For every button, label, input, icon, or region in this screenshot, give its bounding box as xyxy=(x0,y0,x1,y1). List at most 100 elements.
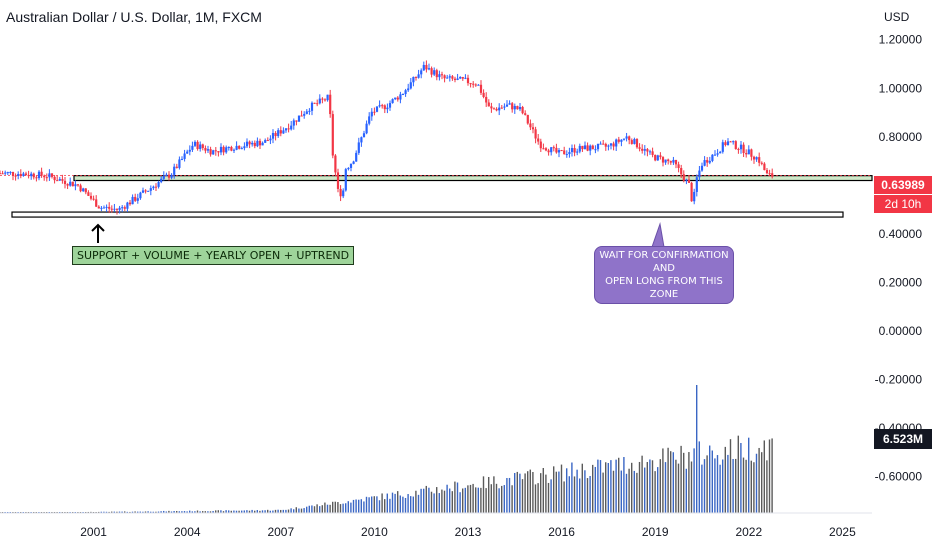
candle-body xyxy=(534,129,537,139)
candle-body xyxy=(758,157,761,163)
candle-body xyxy=(313,102,316,104)
candle-body xyxy=(498,107,501,111)
volume-bar xyxy=(771,438,773,513)
candle-body xyxy=(258,140,262,146)
volume-bar xyxy=(235,510,238,513)
volume-bar xyxy=(207,511,209,513)
volume-bar xyxy=(553,466,555,513)
volume-bar xyxy=(287,509,290,513)
volume-bar xyxy=(290,508,292,513)
candle-body xyxy=(651,151,654,155)
candle-body xyxy=(383,105,386,110)
volume-bar xyxy=(324,502,326,513)
candles xyxy=(0,60,774,215)
candle-body xyxy=(305,111,308,114)
volume-bar xyxy=(506,478,508,513)
candle-body xyxy=(232,149,236,151)
candle-body xyxy=(9,171,12,173)
volume-bar xyxy=(222,511,225,513)
volume-bar xyxy=(696,385,698,513)
volume-bar xyxy=(449,488,451,513)
candle-body xyxy=(511,103,514,110)
volume-bar xyxy=(659,459,661,513)
volume-bar xyxy=(355,499,357,513)
volume-bar xyxy=(319,506,321,513)
volume-bar xyxy=(462,488,464,513)
candle-body xyxy=(349,163,353,168)
candle-body xyxy=(615,139,618,147)
candle-body xyxy=(448,76,451,78)
candle-body xyxy=(565,154,568,156)
candle-body xyxy=(365,123,368,134)
candle-body xyxy=(607,145,610,147)
volume-bar xyxy=(326,504,329,513)
candle-body xyxy=(620,139,623,142)
candle-body xyxy=(711,154,714,161)
candle-body xyxy=(633,139,636,144)
candle-body xyxy=(433,70,436,75)
candle-body xyxy=(443,75,446,79)
volume-bar xyxy=(410,496,412,513)
volume-bar xyxy=(365,496,368,513)
support-zones xyxy=(0,175,873,218)
volume-bar xyxy=(685,468,687,513)
volume-bar xyxy=(677,463,680,513)
volume-bar xyxy=(709,445,711,513)
candle-body xyxy=(537,138,540,142)
volume-bar xyxy=(360,499,362,513)
candle-body xyxy=(22,173,25,177)
volume-bar xyxy=(441,489,443,513)
volume-bar xyxy=(719,464,721,513)
volume-bar xyxy=(628,468,630,513)
candle-body xyxy=(240,148,243,150)
volume-bar xyxy=(467,485,469,513)
candle-body xyxy=(269,138,272,141)
candle-body xyxy=(570,148,574,153)
candle-body xyxy=(248,141,251,145)
volume-bar xyxy=(111,511,113,513)
candle-body xyxy=(0,173,2,175)
volume-bar xyxy=(469,484,472,513)
volume-bar xyxy=(170,511,173,513)
volume-bar xyxy=(701,464,703,513)
support-zone-lower xyxy=(11,211,844,218)
candle-body xyxy=(303,113,306,116)
candle-body xyxy=(721,142,724,152)
candle-body xyxy=(24,173,28,176)
candle-body xyxy=(568,152,571,155)
volume-bar xyxy=(389,498,391,513)
volume-bar xyxy=(607,463,609,513)
candle-body xyxy=(297,115,301,122)
candle-body xyxy=(375,106,379,112)
volume-bar xyxy=(196,510,199,513)
candle-body xyxy=(482,92,485,97)
volume-bar xyxy=(735,458,737,513)
candle-body xyxy=(368,116,371,124)
volume-bar xyxy=(228,510,230,513)
candle-body xyxy=(110,208,113,210)
volume-bar xyxy=(165,511,167,513)
candle-body xyxy=(360,137,363,143)
candle-body xyxy=(79,185,82,192)
volume-bar xyxy=(454,481,456,513)
volume-bar xyxy=(334,501,336,513)
volume-bar xyxy=(651,460,654,513)
candle-body xyxy=(113,208,116,210)
candle-body xyxy=(500,107,503,109)
volume-bar xyxy=(646,462,648,513)
volume-bar xyxy=(625,473,628,513)
volume-bar xyxy=(272,510,274,513)
candle-body xyxy=(165,174,168,176)
candle-body xyxy=(422,64,425,71)
volume-bar xyxy=(698,441,700,513)
volume-bar xyxy=(194,511,196,513)
candle-body xyxy=(524,113,527,115)
volume-bar xyxy=(300,508,303,513)
candle-body xyxy=(222,146,225,153)
volume-bar xyxy=(316,504,318,513)
volume-bar xyxy=(724,446,726,513)
volume-bar xyxy=(295,507,297,513)
volume-bar xyxy=(573,476,576,513)
candle-body xyxy=(495,108,498,111)
